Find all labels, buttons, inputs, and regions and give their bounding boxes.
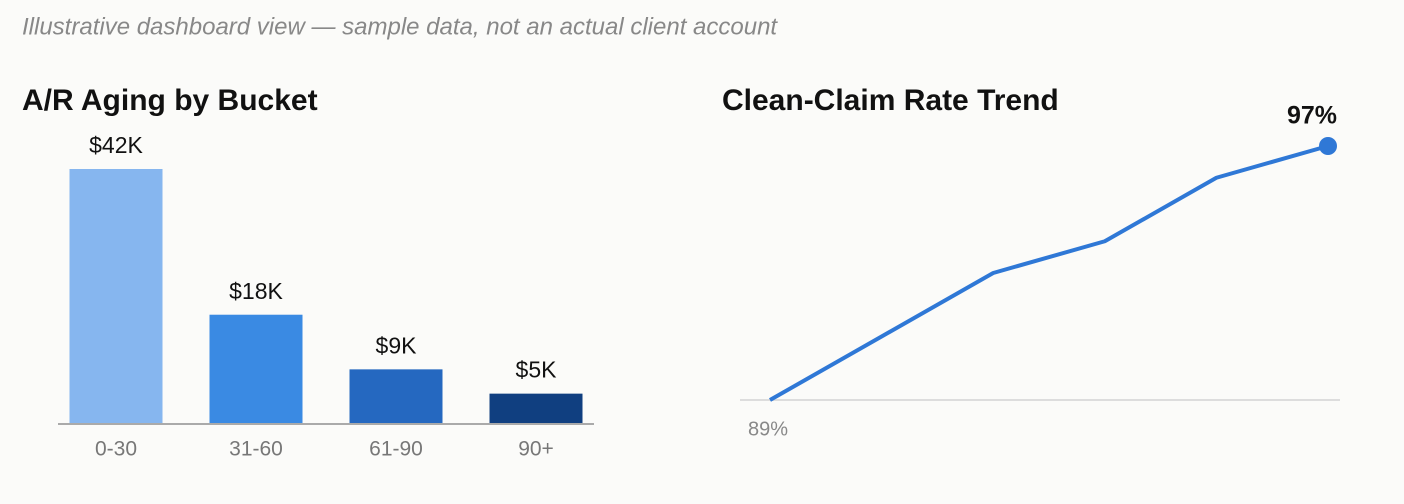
end-point [1319,137,1337,155]
x-tick-label: 90+ [518,438,554,461]
x-tick-label: 31-60 [229,438,283,461]
bar [69,169,163,424]
trend-line [769,144,1329,402]
chart-title: Clean-Claim Rate Trend [722,84,1059,117]
note: Illustrative dashboard view — sample dat… [22,13,778,40]
x-tick-label: 0-30 [95,438,137,461]
value-label: 97% [1287,102,1337,130]
value-label: $9K [376,332,418,358]
bar [489,393,583,424]
value-label: $42K [89,132,143,158]
value-label: 89% [748,418,788,440]
x-tick-label: 61-90 [369,438,423,461]
chart-title: A/R Aging by Bucket [22,84,318,117]
value-label: $5K [516,357,558,383]
bar [209,314,303,424]
value-label: $18K [229,278,283,304]
bar [349,369,443,424]
